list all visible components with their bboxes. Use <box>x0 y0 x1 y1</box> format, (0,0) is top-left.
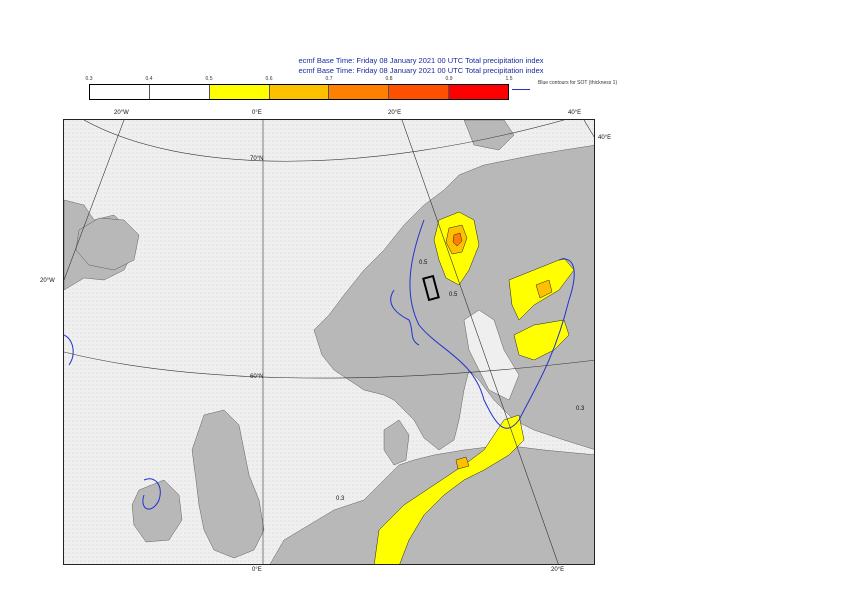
land-denmark <box>383 419 410 466</box>
graticule-40e <box>583 120 594 138</box>
contour-label-0.3-east: 0.3 <box>576 406 585 412</box>
precip-orange-east <box>535 279 553 299</box>
legend-tick-0.6: 0.6 <box>265 76 273 82</box>
legend-cell-2 <box>149 85 210 99</box>
sea-baltic <box>463 309 520 401</box>
land-iceland <box>75 217 140 271</box>
lon-label-20w-top: 20°W <box>114 110 129 116</box>
graticule-20w <box>64 120 125 281</box>
sot-legend-note: Blue contours for SOT (thickness 1) <box>538 80 618 86</box>
precip-orange-south <box>455 456 470 470</box>
land-great-britain <box>191 409 265 559</box>
legend-tick-0.7: 0.7 <box>325 76 333 82</box>
lon-label-40e-top: 40°E <box>568 110 582 116</box>
graticule-70n <box>83 120 565 162</box>
sot-contour-2 <box>390 289 420 346</box>
map-panel: 70°N 60°N 0.5 0.5 0.3 0.3 <box>63 119 595 565</box>
legend-cell-4 <box>269 85 330 99</box>
chart-title-line-2: ecmf Base Time: Friday 08 January 2021 0… <box>298 66 544 75</box>
legend-cell-5 <box>329 85 390 99</box>
map-svg <box>64 120 594 564</box>
lat-label-70n: 70°N <box>250 156 264 162</box>
legend-tick-0.4: 0.4 <box>145 76 153 82</box>
sot-contour-1 <box>409 219 575 429</box>
legend-tick-0.8: 0.8 <box>385 76 393 82</box>
legend-cell-6 <box>389 85 450 99</box>
sot-contour-4 <box>64 334 74 366</box>
precip-yellow-east-2 <box>513 319 570 361</box>
lon-label-20e-bottom: 20°E <box>551 567 565 573</box>
color-scale-legend <box>89 84 509 100</box>
graticule-20e <box>401 120 559 564</box>
legend-cell-7 <box>449 85 509 99</box>
sot-contour-3 <box>142 478 161 510</box>
lon-label-40e-right: 40°E <box>598 135 612 141</box>
contour-label-0.5-north: 0.5 <box>449 292 458 298</box>
sot-legend-line <box>512 89 530 90</box>
legend-cell-3 <box>209 85 270 99</box>
legend-tick-0.3: 0.3 <box>85 76 93 82</box>
lon-label-20e-top: 20°E <box>388 110 402 116</box>
legend-tick-0.9: 0.9 <box>445 76 453 82</box>
lon-label-20w-left: 20°W <box>40 278 55 284</box>
precip-red-core <box>452 232 463 247</box>
land-ireland <box>131 479 183 543</box>
graticule-60n <box>64 351 594 379</box>
target-box <box>422 274 440 302</box>
contour-label-0.5-west: 0.5 <box>419 260 428 266</box>
legend-tick-0.5: 0.5 <box>205 76 213 82</box>
lon-label-0e-top: 0°E <box>252 110 262 116</box>
lat-label-60n: 60°N <box>250 374 264 380</box>
legend-tick-1.5: 1.5 <box>505 76 513 82</box>
land-svalbard <box>463 120 515 151</box>
chart-title-line-1: ecmf Base Time: Friday 08 January 2021 0… <box>298 56 544 65</box>
legend-cell-1 <box>90 85 150 99</box>
lon-label-0e-bottom: 0°E <box>252 567 262 573</box>
precip-yellow-south <box>374 414 525 564</box>
contour-label-0.3-south: 0.3 <box>336 496 345 502</box>
